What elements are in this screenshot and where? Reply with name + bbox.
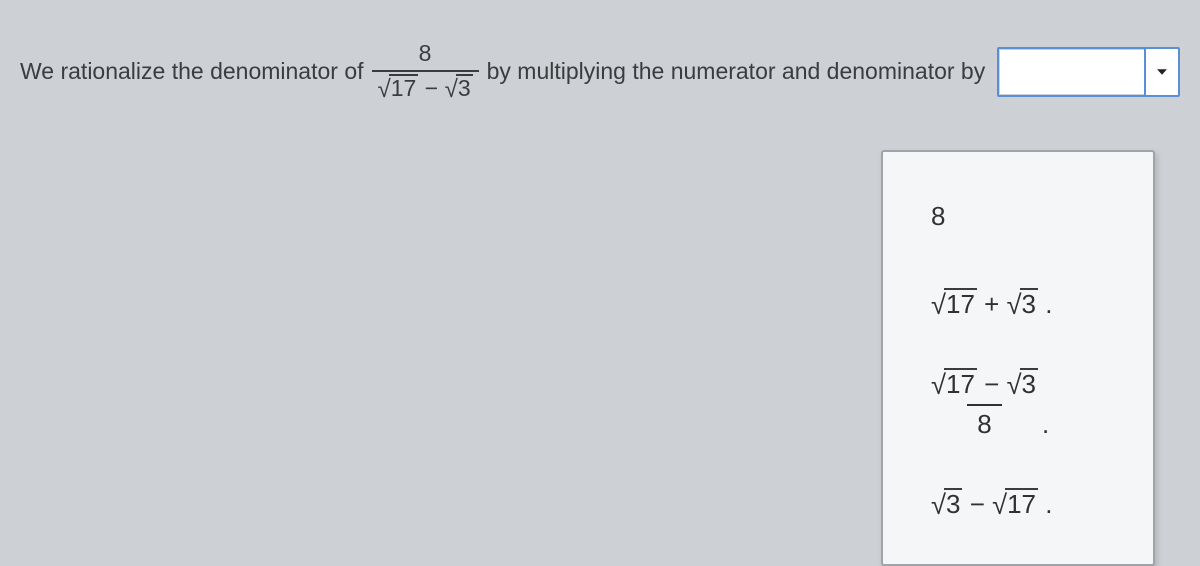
option2-expr: √17 + √3 .: [931, 288, 1052, 320]
option-8-text: 8: [931, 201, 945, 232]
question-text-before: We rationalize the denominator of: [20, 58, 364, 85]
question-sentence: We rationalize the denominator of 8 √17 …: [0, 0, 1200, 104]
fraction-numerator: 8: [413, 40, 438, 70]
question-fraction: 8 √17 − √3: [372, 40, 479, 104]
option4-expr: √3 − √17 .: [931, 488, 1052, 520]
option3-fraction: √17 − √3 8: [931, 368, 1038, 440]
option-sqrt17-plus-sqrt3[interactable]: √17 + √3 .: [883, 260, 1153, 348]
answer-select[interactable]: [997, 47, 1180, 97]
sqrt-17: √17: [378, 74, 419, 104]
option-8[interactable]: 8: [883, 172, 1153, 260]
chevron-down-icon: [1155, 65, 1169, 79]
dropdown-toggle[interactable]: [1144, 49, 1178, 95]
fraction-denominator: √17 − √3: [372, 70, 479, 104]
select-value: [999, 49, 1144, 95]
option-sqrt3-minus-sqrt17[interactable]: √3 − √17 .: [883, 460, 1153, 548]
option3-trail: .: [1042, 409, 1049, 440]
option-frac-sqrt17-minus-sqrt3-over-8[interactable]: √17 − √3 8 .: [883, 348, 1153, 460]
dropdown-options-panel: 8 √17 + √3 . √17 − √3 8 . √3 − √17 .: [881, 150, 1155, 566]
minus-op: −: [425, 75, 445, 101]
question-text-after: by multiplying the numerator and denomin…: [487, 58, 986, 85]
sqrt-3: √3: [445, 74, 473, 104]
